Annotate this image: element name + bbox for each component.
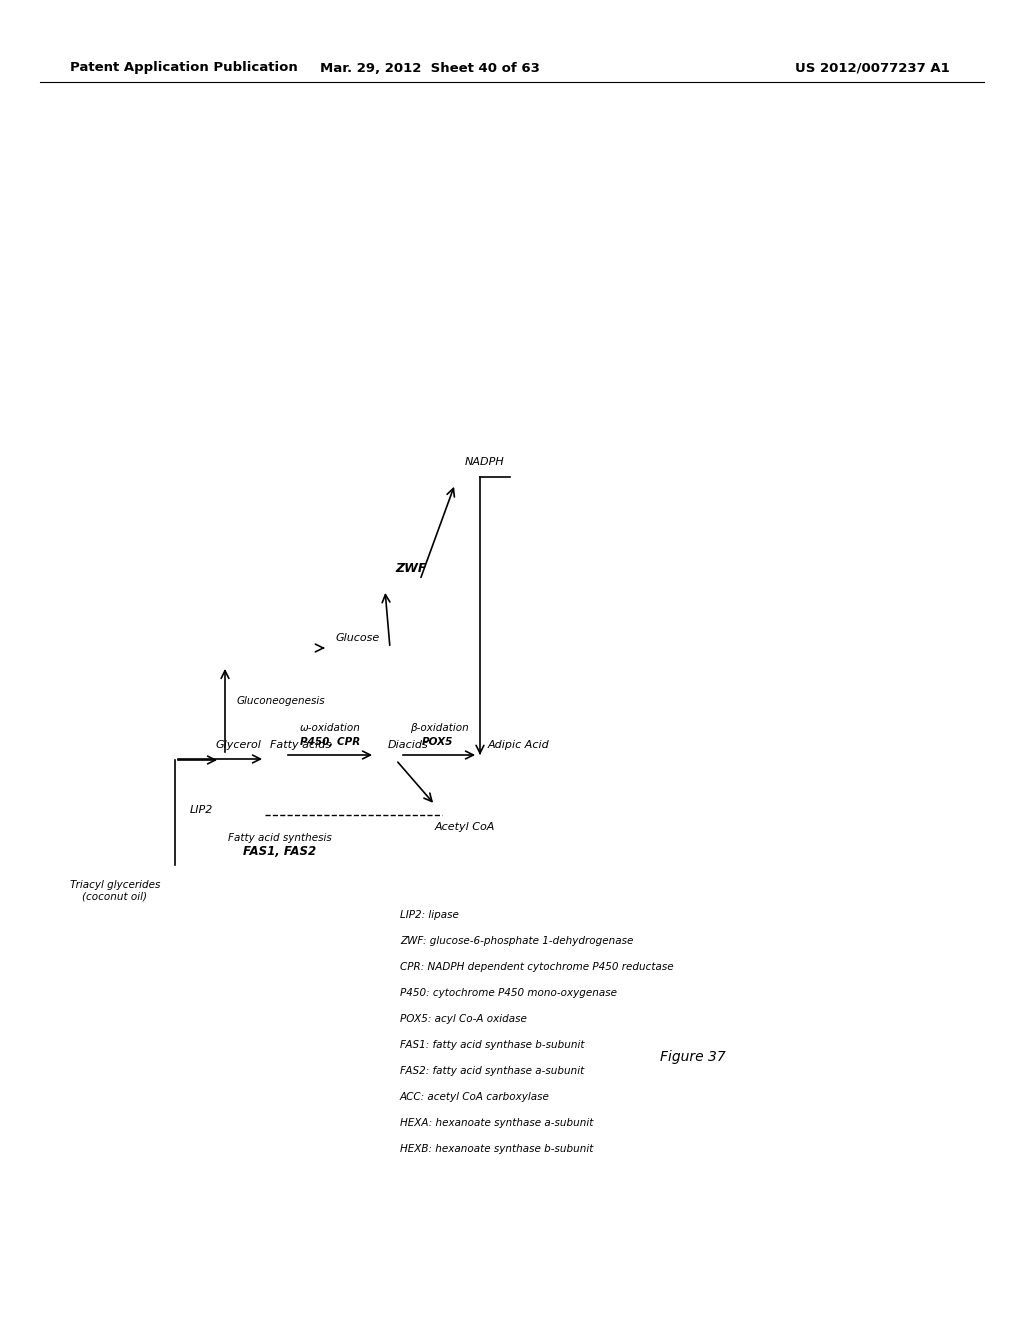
Text: P450: cytochrome P450 mono-oxygenase: P450: cytochrome P450 mono-oxygenase: [400, 987, 617, 998]
Text: CPR: NADPH dependent cytochrome P450 reductase: CPR: NADPH dependent cytochrome P450 red…: [400, 962, 674, 972]
Text: Fatty acids: Fatty acids: [270, 741, 331, 750]
Text: POX5: POX5: [421, 737, 453, 747]
Text: Glycerol: Glycerol: [215, 741, 261, 750]
Text: ω-oxidation: ω-oxidation: [300, 723, 360, 733]
Text: Mar. 29, 2012  Sheet 40 of 63: Mar. 29, 2012 Sheet 40 of 63: [321, 62, 540, 74]
Text: ACC: acetyl CoA carboxylase: ACC: acetyl CoA carboxylase: [400, 1092, 550, 1102]
Text: HEXA: hexanoate synthase a-subunit: HEXA: hexanoate synthase a-subunit: [400, 1118, 593, 1129]
Text: Acetyl CoA: Acetyl CoA: [435, 822, 496, 832]
Text: FAS1: fatty acid synthase b-subunit: FAS1: fatty acid synthase b-subunit: [400, 1040, 585, 1049]
Text: HEXB: hexanoate synthase b-subunit: HEXB: hexanoate synthase b-subunit: [400, 1144, 593, 1154]
Text: Adipic Acid: Adipic Acid: [488, 741, 550, 750]
Text: Triacyl glycerides
(coconut oil): Triacyl glycerides (coconut oil): [70, 880, 160, 902]
Text: P450, CPR: P450, CPR: [300, 737, 360, 747]
Text: Fatty acid synthesis: Fatty acid synthesis: [228, 833, 332, 843]
Text: FAS1, FAS2: FAS1, FAS2: [244, 845, 316, 858]
Text: FAS2: fatty acid synthase a-subunit: FAS2: fatty acid synthase a-subunit: [400, 1067, 585, 1076]
Text: Patent Application Publication: Patent Application Publication: [70, 62, 298, 74]
Text: Gluconeogenesis: Gluconeogenesis: [237, 696, 326, 706]
Text: Glucose: Glucose: [335, 634, 379, 643]
Text: POX5: acyl Co-A oxidase: POX5: acyl Co-A oxidase: [400, 1014, 527, 1024]
Text: US 2012/0077237 A1: US 2012/0077237 A1: [796, 62, 950, 74]
Text: NADPH: NADPH: [465, 457, 505, 467]
Text: ZWF: glucose-6-phosphate 1-dehydrogenase: ZWF: glucose-6-phosphate 1-dehydrogenase: [400, 936, 634, 946]
Text: LIP2: lipase: LIP2: lipase: [400, 909, 459, 920]
Text: ZWF: ZWF: [395, 562, 426, 576]
Text: β-oxidation: β-oxidation: [410, 723, 468, 733]
Text: LIP2: LIP2: [190, 805, 213, 814]
Text: Figure 37: Figure 37: [660, 1049, 726, 1064]
Text: Diacids: Diacids: [388, 741, 429, 750]
